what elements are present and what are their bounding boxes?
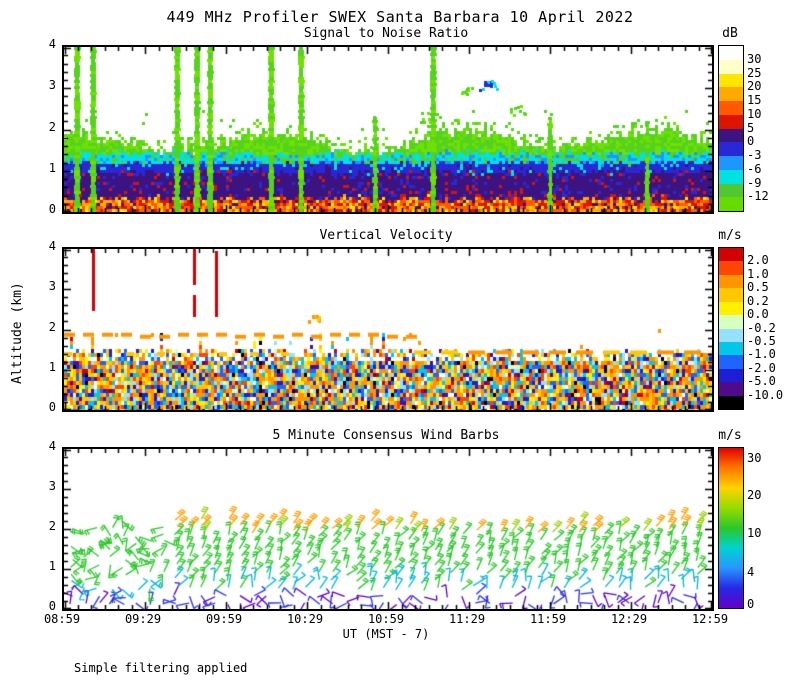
colorbar-segment xyxy=(719,46,743,61)
colorbar-tick-label: -10.0 xyxy=(747,387,784,402)
colorbar-tick-label: -9 xyxy=(747,175,762,190)
colorbar-segment xyxy=(719,328,743,343)
colorbar-segment xyxy=(719,197,743,211)
colorbar-tick-label: 1.0 xyxy=(747,266,769,281)
colorbar-tick-label: 25 xyxy=(747,65,762,80)
colorbar-segment xyxy=(719,59,743,75)
colorbar-segment xyxy=(719,248,743,263)
y-tick-label: 0 xyxy=(48,202,56,216)
colorbar-segment xyxy=(719,156,743,171)
y-tick-label: 1 xyxy=(48,359,56,374)
x-tick-label: 11:59 xyxy=(529,612,567,626)
y-tick-label: 2 xyxy=(48,519,56,533)
vertical-velocity-colorbar-unit: m/s xyxy=(718,228,742,243)
colorbar-segment xyxy=(719,341,743,356)
colorbar-tick-label: 4 xyxy=(747,564,755,579)
colorbar-tick-label: 0 xyxy=(747,596,755,611)
figure-title: 449 MHz Profiler SWEX Santa Barbara 10 A… xyxy=(166,8,634,26)
x-tick-label: 11:29 xyxy=(448,612,486,626)
colorbar-segment xyxy=(719,274,743,289)
y-tick-label: 0 xyxy=(48,599,56,613)
snr-plot-area xyxy=(62,45,714,214)
colorbar-segment xyxy=(719,73,743,88)
colorbar-segment xyxy=(719,128,743,143)
colorbar-segment xyxy=(719,114,743,130)
colorbar-segment xyxy=(719,368,743,383)
colorbar-tick-label: -6 xyxy=(747,161,762,176)
y-tick-label: 3 xyxy=(48,78,56,93)
x-tick-label: 09:59 xyxy=(205,612,243,626)
colorbar-segment xyxy=(719,288,743,303)
colorbar-tick-label: 2.0 xyxy=(747,253,769,268)
colorbar-segment xyxy=(719,261,743,276)
colorbar-segment xyxy=(719,315,743,330)
colorbar-tick-label: -5.0 xyxy=(747,374,776,389)
panel-title-snr: Signal to Noise Ratio xyxy=(303,26,469,41)
colorbar-tick-label: 20 xyxy=(747,488,762,502)
wind-barbs-plot-area xyxy=(62,447,714,611)
y-tick-label: 4 xyxy=(48,239,56,253)
vertical-velocity-plot-area xyxy=(62,247,714,412)
colorbar-segment xyxy=(719,142,743,157)
wind-barbs-colorbar xyxy=(718,447,744,609)
y-tick-label: 4 xyxy=(48,439,56,453)
x-axis-label: UT (MST - 7) xyxy=(342,627,430,641)
colorbar-tick-label: 10 xyxy=(747,106,762,121)
colorbar-tick-label: 10 xyxy=(747,526,762,541)
colorbar-tick-label: -12 xyxy=(747,189,769,204)
y-tick-label: 1 xyxy=(48,559,56,573)
y-tick-label: 3 xyxy=(48,479,56,493)
x-tick-label: 10:59 xyxy=(367,612,405,626)
footnote-text: Simple filtering applied xyxy=(74,661,248,675)
colorbar-tick-label: 30 xyxy=(747,51,762,66)
colorbar-tick-label: -3 xyxy=(747,148,762,162)
colorbar-tick-label: -0.5 xyxy=(747,333,776,348)
vertical-velocity-heatmap-canvas xyxy=(64,249,712,410)
colorbar-tick-label: 5 xyxy=(747,120,755,135)
x-tick-label: 12:59 xyxy=(691,612,729,626)
vertical-velocity-colorbar xyxy=(718,247,744,410)
colorbar-tick-label: 30 xyxy=(747,451,762,466)
colorbar-tick-label: 15 xyxy=(747,93,762,107)
y-tick-label: 1 xyxy=(48,160,56,175)
colorbar-tick-label: -1.0 xyxy=(747,347,776,362)
colorbar-tick-label: -2.0 xyxy=(747,360,776,375)
colorbar-tick-label: 0.5 xyxy=(747,280,769,295)
wind-barbs-colorbar-unit: m/s xyxy=(718,428,742,443)
panel-title-vertical-velocity: Vertical Velocity xyxy=(319,228,453,243)
colorbar-segment xyxy=(719,395,743,409)
colorbar-tick-label: 0 xyxy=(747,134,755,149)
x-tick-label: 12:29 xyxy=(610,612,648,626)
x-tick-label: 10:29 xyxy=(286,612,324,626)
y-tick-label: 2 xyxy=(48,119,56,134)
snr-colorbar-unit: dB xyxy=(722,26,738,41)
colorbar-segment xyxy=(719,169,743,185)
colorbar-segment xyxy=(719,382,743,397)
colorbar-segment xyxy=(719,301,743,316)
x-tick-label: 09:29 xyxy=(124,612,162,626)
y-tick-label: 2 xyxy=(48,319,56,334)
snr-colorbar xyxy=(718,45,744,212)
y-tick-label: 3 xyxy=(48,279,56,294)
snr-heatmap-canvas xyxy=(64,47,712,212)
x-tick-label: 08:59 xyxy=(43,612,81,626)
panel-title-wind-barbs: 5 Minute Consensus Wind Barbs xyxy=(272,428,500,443)
colorbar-tick-label: 20 xyxy=(747,79,762,94)
wind-barbs-canvas xyxy=(64,449,712,609)
colorbar-segment xyxy=(719,101,743,116)
colorbar-segment xyxy=(719,355,743,370)
colorbar-tick-label: -0.2 xyxy=(747,320,776,335)
colorbar-segment xyxy=(719,87,743,102)
colorbar-segment xyxy=(719,183,743,198)
y-tick-label: 0 xyxy=(48,400,56,414)
y-tick-label: 4 xyxy=(48,37,56,51)
colorbar-tick-label: 0.0 xyxy=(747,307,769,322)
y-axis-label: Altitude (km) xyxy=(10,282,25,384)
colorbar-tick-label: 0.2 xyxy=(747,293,769,308)
